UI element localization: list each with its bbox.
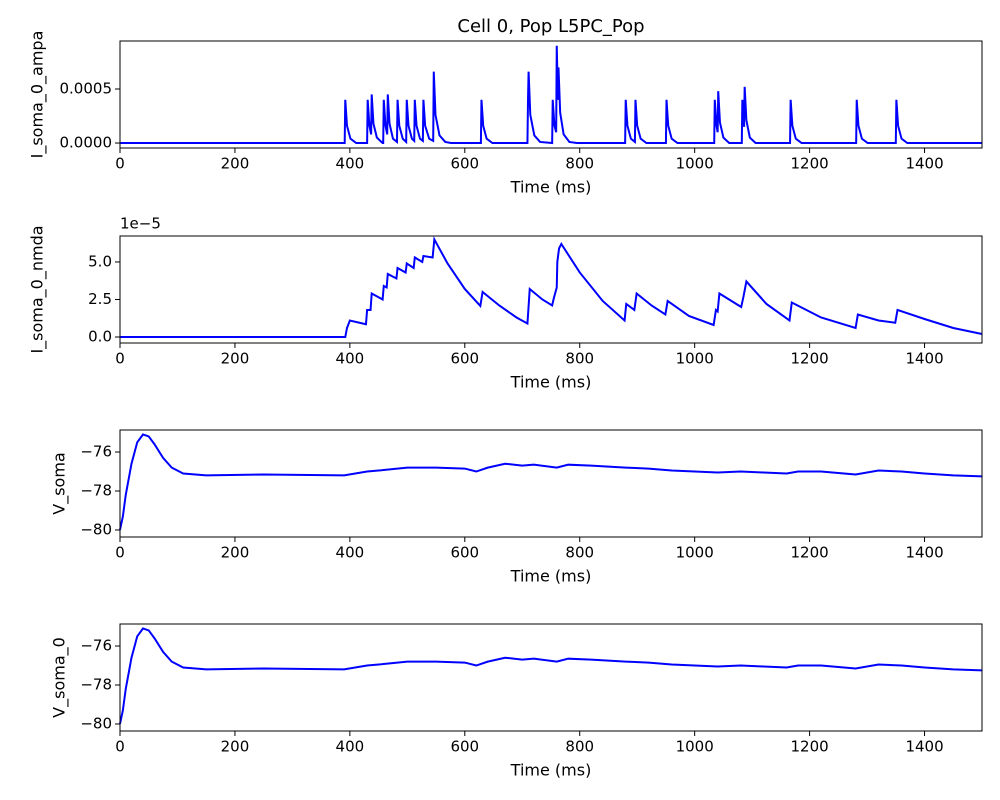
x-tick-label: 200 xyxy=(221,544,250,562)
x-tick-label: 400 xyxy=(336,544,365,562)
x-tick-label: 200 xyxy=(221,738,250,756)
x-tick-label: 600 xyxy=(450,155,479,173)
x-tick-label: 0 xyxy=(115,350,125,368)
x-tick-label: 0 xyxy=(115,738,125,756)
axes-frame xyxy=(119,235,983,344)
x-tick-label: 1200 xyxy=(791,350,829,368)
x-axis-label: Time (ms) xyxy=(510,567,592,586)
x-tick-label: 400 xyxy=(336,155,365,173)
trace xyxy=(119,433,983,531)
x-tick-label: 800 xyxy=(565,544,594,562)
x-tick-label: 800 xyxy=(565,155,594,173)
chart-title: Cell 0, Pop L5PC_Pop xyxy=(457,16,644,37)
x-tick-label: 200 xyxy=(221,350,250,368)
x-tick-label: 600 xyxy=(450,738,479,756)
axes-frame xyxy=(119,429,983,538)
y-tick-label: 5.0 xyxy=(88,252,112,270)
x-tick-label: 0 xyxy=(115,544,125,562)
y-tick-label: −76 xyxy=(80,637,112,655)
x-tick-label: 1000 xyxy=(676,738,714,756)
x-tick-label: 1200 xyxy=(791,544,829,562)
axes-frame xyxy=(119,623,983,732)
x-tick-label: 1000 xyxy=(676,350,714,368)
x-tick-label: 1200 xyxy=(791,738,829,756)
y-tick-label: −80 xyxy=(80,714,112,732)
y-axis-label: V_soma_0 xyxy=(50,637,70,718)
x-tick-label: 1200 xyxy=(791,155,829,173)
x-tick-label: 800 xyxy=(565,350,594,368)
x-tick-label: 0 xyxy=(115,155,125,173)
y-axis-label: I_soma_0_ampa xyxy=(28,31,48,159)
x-tick-label: 600 xyxy=(450,544,479,562)
x-tick-label: 1000 xyxy=(676,544,714,562)
x-tick-label: 1400 xyxy=(905,155,943,173)
y-tick-label: 0.0005 xyxy=(60,79,113,97)
x-tick-label: 400 xyxy=(336,350,365,368)
x-tick-label: 600 xyxy=(450,350,479,368)
trace xyxy=(120,45,982,145)
y-tick-label: −78 xyxy=(80,676,112,694)
x-tick-label: 1400 xyxy=(905,544,943,562)
y-tick-label: −76 xyxy=(80,443,112,461)
x-tick-label: 1000 xyxy=(676,155,714,173)
x-axis-label: Time (ms) xyxy=(510,178,592,197)
x-tick-label: 1400 xyxy=(905,350,943,368)
y-tick-label: 2.5 xyxy=(88,290,112,308)
x-tick-label: 400 xyxy=(336,738,365,756)
axes-frame xyxy=(119,40,983,149)
x-tick-label: 800 xyxy=(565,738,594,756)
x-tick-label: 200 xyxy=(221,155,250,173)
y-axis-label: V_soma xyxy=(50,452,70,514)
y-tick-label: −78 xyxy=(80,482,112,500)
x-axis-label: Time (ms) xyxy=(510,373,592,392)
x-axis-label: Time (ms) xyxy=(510,761,592,780)
x-tick-label: 1400 xyxy=(905,738,943,756)
trace xyxy=(119,627,983,725)
y-tick-label: 0.0 xyxy=(88,327,112,345)
y-tick-label: 0.0000 xyxy=(60,134,113,152)
trace xyxy=(120,236,983,338)
y-axis-label: I_soma_0_nmda xyxy=(28,225,48,353)
offset-text: 1e−5 xyxy=(120,215,161,233)
y-tick-label: −80 xyxy=(80,520,112,538)
